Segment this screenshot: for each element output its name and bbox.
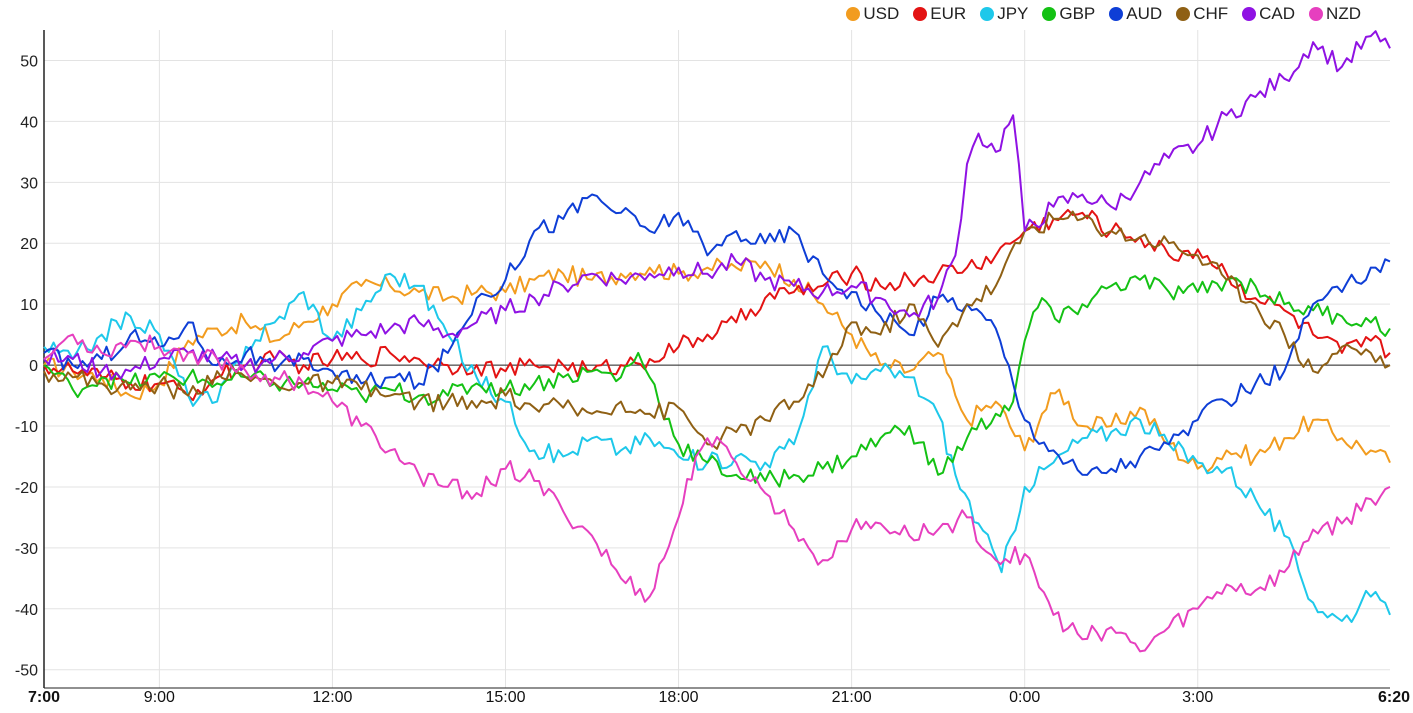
y-tick-label: 50 [20,53,38,70]
legend-color-swatch [1242,7,1257,21]
y-tick-label: -30 [15,541,38,558]
x-tick-label: 7:00 [28,689,60,706]
x-tick-label: 18:00 [659,689,699,706]
y-axis: 50 40 30 20 10 0 -10 -20 -30 -40 -50 [15,30,45,688]
legend-item-chf[interactable]: CHF [1176,4,1228,24]
legend-item-jpy[interactable]: JPY [980,4,1028,24]
series-line-aud [43,193,1391,476]
legend-label: AUD [1126,4,1163,23]
x-axis: 7:00 9:00 12:00 15:00 18:00 21:00 0:00 3:00 6:20 [28,687,1410,706]
legend-color-swatch [1309,7,1324,21]
x-tick-label: 21:00 [832,689,872,706]
legend-color-swatch [980,7,995,21]
legend-label: EUR [930,4,967,23]
series-line-nzd [43,333,1391,653]
legend-item-aud[interactable]: AUD [1109,4,1162,24]
legend-label: GBP [1059,4,1096,23]
series-line-chf [43,210,1391,450]
y-tick-label: -20 [15,480,38,497]
y-tick-label: 10 [20,297,38,314]
x-tick-label: 0:00 [1009,689,1040,706]
y-tick-label: 30 [20,175,38,192]
y-tick-label: 40 [20,114,38,131]
x-tick-label: 12:00 [312,689,352,706]
y-tick-label: 0 [29,358,38,375]
legend-item-cad[interactable]: CAD [1242,4,1295,24]
legend-label: USD [863,4,900,23]
series-line-eur [43,208,1391,402]
y-tick-label: 20 [20,236,38,253]
legend-label: CHF [1193,4,1229,23]
legend-color-swatch [846,7,861,21]
series-lines [43,30,1391,653]
x-tick-label: 6:20 [1378,689,1410,706]
series-line-jpy [43,272,1391,623]
y-tick-label: -50 [15,663,38,680]
legend-color-swatch [1042,7,1057,21]
legend-label: CAD [1259,4,1296,23]
x-tick-label: 3:00 [1182,689,1213,706]
legend-color-swatch [913,7,928,21]
legend-item-nzd[interactable]: NZD [1309,4,1361,24]
legend-item-gbp[interactable]: GBP [1042,4,1095,24]
legend-label: JPY [997,4,1029,23]
x-tick-label: 15:00 [485,689,525,706]
chart-legend: USD EUR JPY GBP AUD CHF CAD NZD [832,4,1361,24]
gridlines [44,30,1390,688]
legend-item-eur[interactable]: EUR [913,4,966,24]
y-tick-label: -10 [15,419,38,436]
legend-color-swatch [1176,7,1191,21]
legend-color-swatch [1109,7,1124,21]
series-line-cad [43,30,1391,381]
legend-item-usd[interactable]: USD [846,4,899,24]
x-tick-label: 9:00 [144,689,175,706]
y-tick-label: -40 [15,602,38,619]
legend-label: NZD [1326,4,1361,23]
